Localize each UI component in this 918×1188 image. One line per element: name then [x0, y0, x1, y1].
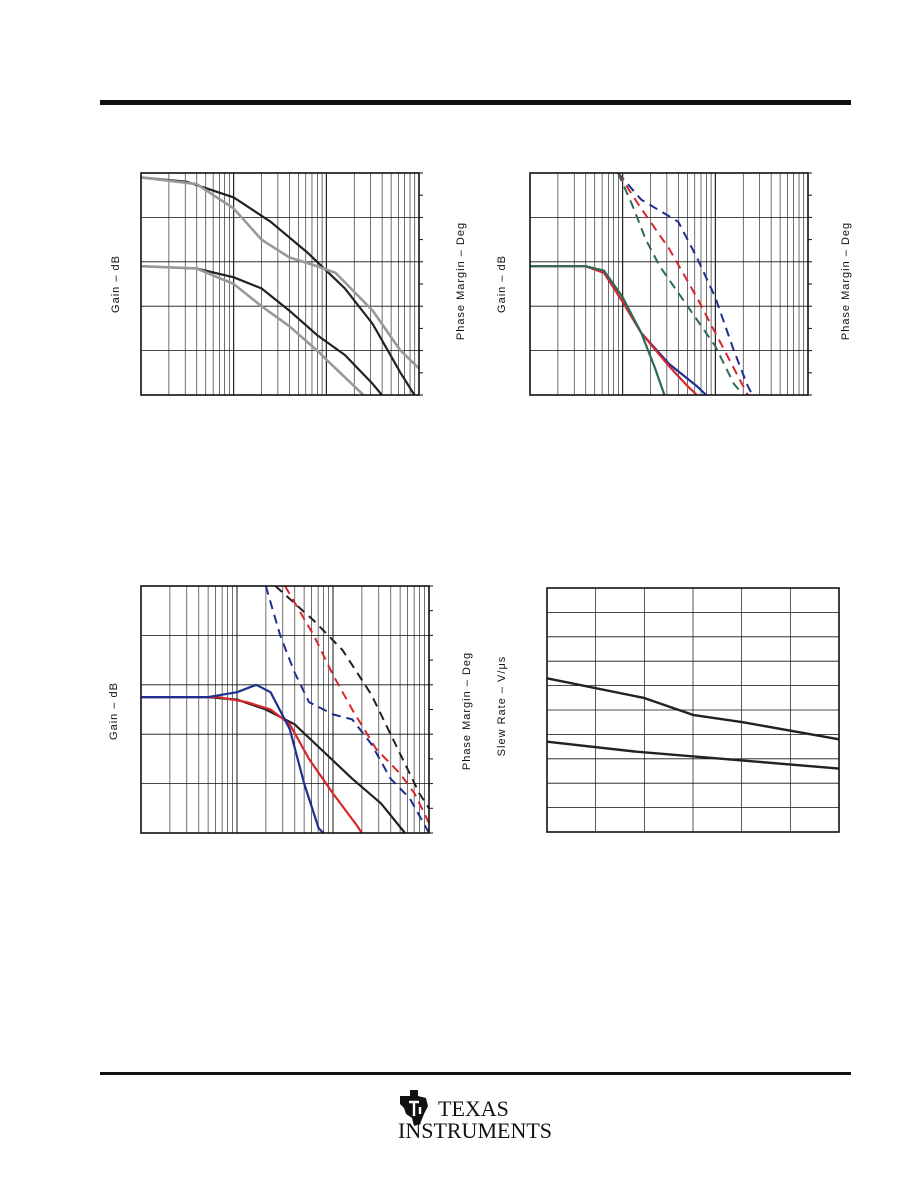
chart4-ylabel: Slew Rate – V/μs: [496, 655, 508, 757]
chart4-frame: [546, 587, 840, 833]
chart3-ylabel-left: Gain – dB: [108, 682, 120, 740]
chart4-series-1: [546, 740, 840, 770]
chart2-frame: [529, 172, 809, 396]
chart1-series-2: [140, 176, 420, 370]
footer-rule: [100, 1072, 851, 1075]
logo-line2: INSTRUMENTS: [398, 1118, 553, 1143]
chart4-series-2: [546, 677, 840, 741]
ti-state-icon: [400, 1090, 428, 1126]
chart2-series-4: [617, 172, 754, 396]
chart1-series-4: [140, 264, 365, 396]
chart2-ylabel-right: Phase Margin – Deg: [840, 221, 852, 341]
chart1-ylabel-left: Gain – dB: [110, 255, 122, 313]
chart1-ylabel-right: Phase Margin – Deg: [455, 221, 467, 341]
chart3-ylabel-right: Phase Margin – Deg: [461, 651, 473, 771]
chart3-series-1: [141, 695, 406, 834]
chart3-series-5: [284, 585, 430, 824]
header-rule: [100, 100, 851, 105]
chart3-series-2: [141, 695, 363, 834]
chart1-series-3: [140, 265, 383, 396]
chart2-series-1: [530, 265, 707, 396]
chart2-ylabel-left: Gain – dB: [496, 255, 508, 313]
chart3-series-4: [274, 585, 430, 809]
chart2-series-6: [617, 172, 744, 396]
chart3-series-3: [141, 683, 325, 834]
chart2-series-3: [530, 265, 666, 396]
chart3-series-6: [264, 585, 430, 834]
logo-line1: TEXAS: [438, 1096, 509, 1121]
ti-logo: TEXAS INSTRUMENTS: [396, 1088, 556, 1144]
chart2-series-5: [617, 172, 749, 396]
chart3-frame: [140, 585, 430, 834]
chart1-frame: [140, 172, 420, 396]
